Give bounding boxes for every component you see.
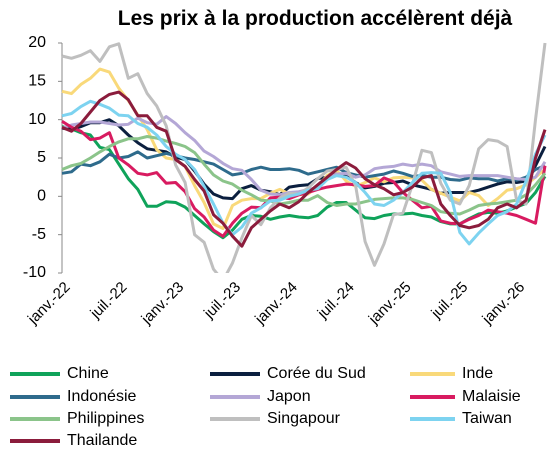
legend-label: Thailande (67, 432, 137, 449)
plot-area (61, 42, 547, 273)
x-tick-label: juil.-22 (86, 279, 130, 323)
y-tick-label: -5 (32, 226, 46, 243)
legend-label: Malaisie (462, 388, 521, 405)
legend-label: Inde (462, 365, 493, 382)
y-tick-label: 0 (37, 188, 46, 205)
series-line (61, 67, 546, 230)
series-line (61, 150, 546, 183)
x-tick-label: janv.-22 (24, 279, 74, 329)
y-tick-label: 10 (28, 111, 46, 128)
y-tick-label: 15 (28, 73, 46, 90)
legend-label: Taiwan (462, 410, 512, 427)
y-tick-label: -10 (23, 264, 46, 281)
legend-label: Chine (67, 365, 109, 382)
y-tick-label: 5 (37, 149, 46, 166)
x-tick-label: janv.-25 (365, 279, 415, 329)
legend-label: Singapour (267, 410, 341, 427)
y-tick-label: 20 (28, 34, 46, 51)
x-tick-label: janv.-23 (138, 279, 188, 329)
chart-title: Les prix à la production accélèrent déjà (117, 7, 513, 30)
x-tick-label: juil.-24 (314, 279, 358, 323)
series-line (61, 135, 547, 216)
x-tick-label: juil.-25 (427, 279, 471, 323)
legend-label: Corée du Sud (267, 365, 366, 382)
x-tick-label: juil.-23 (200, 279, 244, 323)
legend-label: Japon (267, 388, 311, 405)
x-tick-label: janv.-24 (251, 279, 301, 329)
series-line (61, 99, 547, 246)
x-tick-label: janv.-26 (479, 279, 529, 329)
legend-label: Indonésie (67, 388, 136, 405)
series-line (61, 125, 547, 240)
legend-label: Philippines (67, 410, 144, 427)
series-line (61, 42, 547, 273)
series-line (61, 90, 547, 248)
series-line (61, 115, 547, 197)
